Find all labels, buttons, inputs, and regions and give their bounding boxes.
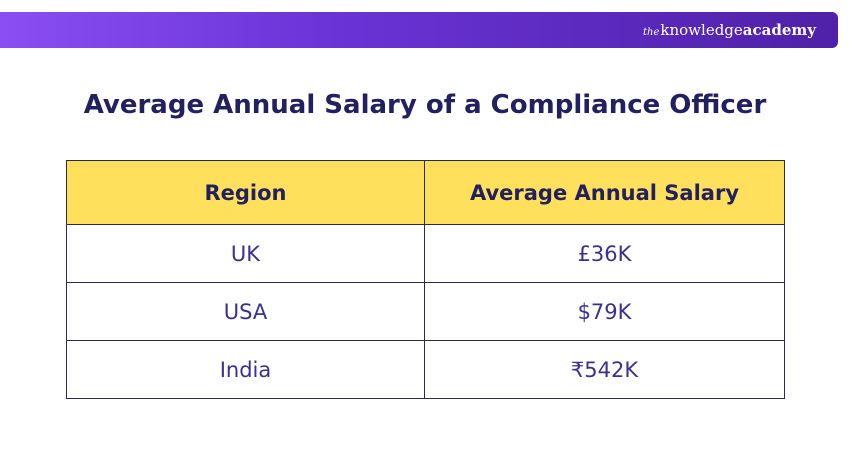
- brand-logo: theknowledgeacademy: [643, 21, 816, 42]
- header-banner: theknowledgeacademy: [0, 12, 838, 48]
- salary-cell: ₹542K: [424, 340, 785, 399]
- column-header-region: Region: [66, 160, 425, 225]
- table-header-row: Region Average Annual Salary: [66, 160, 785, 225]
- salary-cell: $79K: [424, 282, 785, 341]
- table-row: UK £36K: [66, 224, 785, 283]
- column-header-salary: Average Annual Salary: [424, 160, 785, 225]
- page-title: Average Annual Salary of a Compliance Of…: [83, 90, 767, 120]
- table-row: India ₹542K: [66, 340, 785, 399]
- brand-prefix: the: [643, 27, 660, 38]
- region-cell: USA: [66, 282, 425, 341]
- table-row: USA $79K: [66, 282, 785, 341]
- salary-table: Region Average Annual Salary UK £36K USA…: [66, 160, 785, 399]
- region-cell: India: [66, 340, 425, 399]
- salary-cell: £36K: [424, 224, 785, 283]
- brand-academy: academy: [742, 21, 816, 39]
- region-cell: UK: [66, 224, 425, 283]
- brand-knowledge: knowledge: [660, 21, 743, 39]
